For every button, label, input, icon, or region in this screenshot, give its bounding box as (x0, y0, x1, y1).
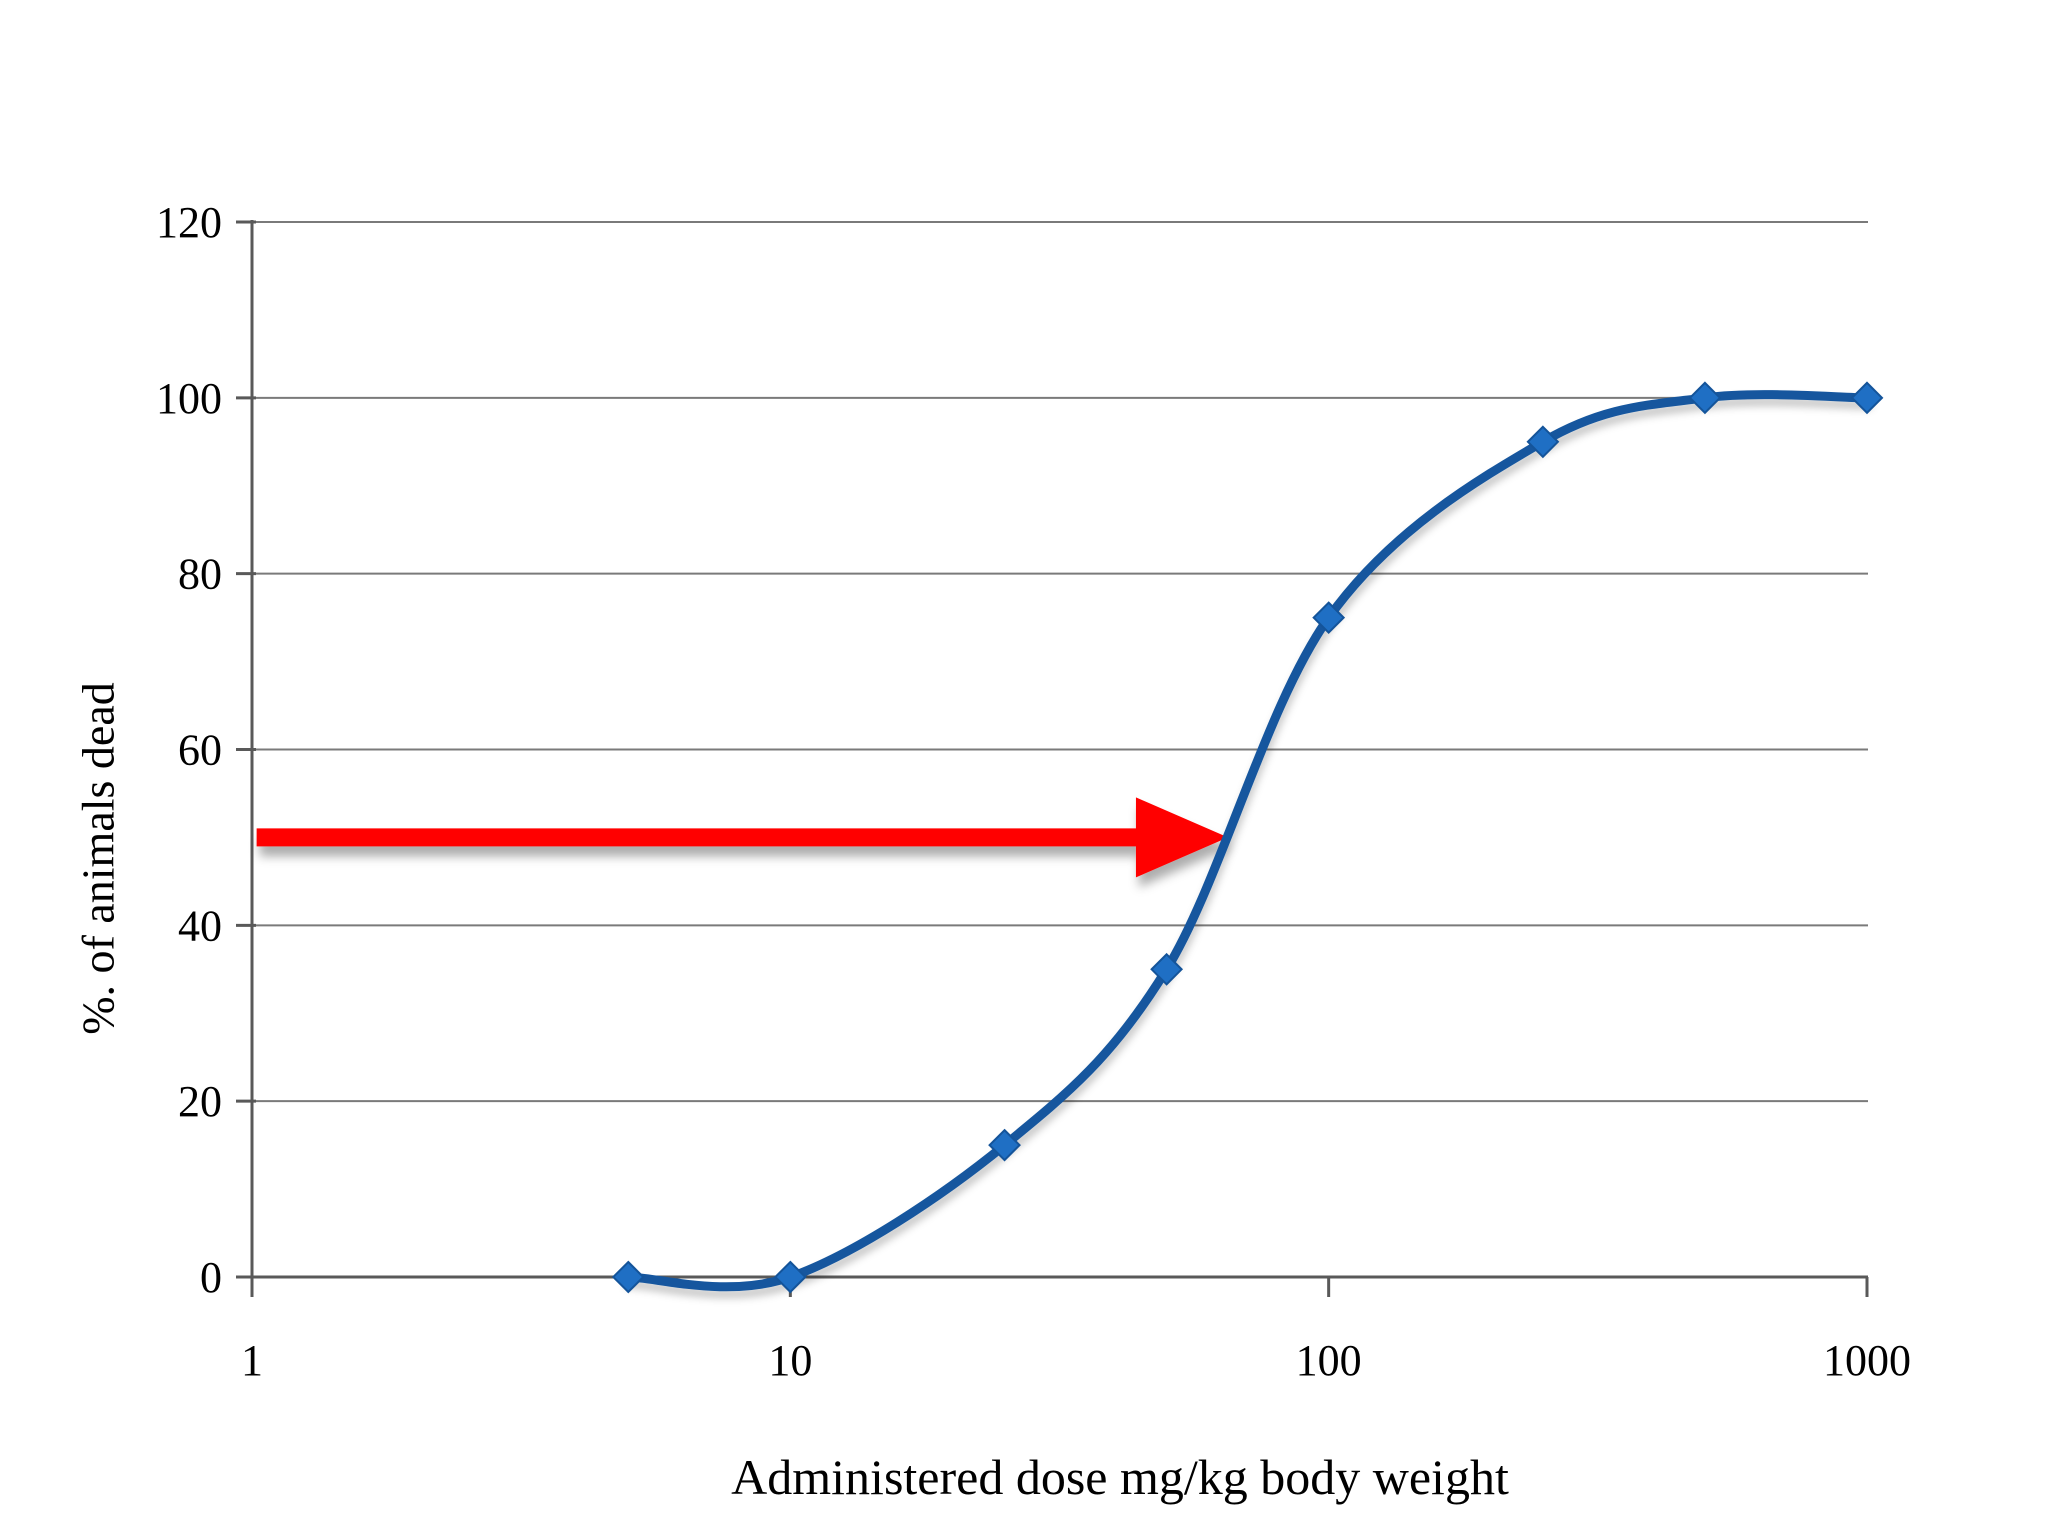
x-tick-label: 100 (1296, 1336, 1362, 1385)
data-point-marker (1688, 381, 1722, 415)
y-axis-title: %. of animals dead (72, 682, 124, 1035)
data-point-marker (1312, 601, 1346, 635)
x-tick-label: 1 (241, 1336, 263, 1385)
x-axis-title: Administered dose mg/kg body weight (731, 1449, 1509, 1505)
data-point-marker (988, 1128, 1021, 1162)
y-tick-label: 0 (200, 1253, 222, 1302)
y-tick-label: 80 (178, 550, 222, 599)
data-point-marker (1526, 425, 1560, 459)
ld50-arrow (256, 797, 1228, 878)
y-tick-label: 60 (178, 726, 222, 775)
y-tick-label: 120 (156, 198, 222, 247)
data-point-marker (773, 1260, 807, 1294)
data-point-marker (1850, 381, 1884, 415)
y-tick-label: 100 (156, 374, 222, 423)
x-tick-label: 10 (768, 1336, 812, 1385)
x-tick-label: 1000 (1823, 1336, 1911, 1385)
data-point-marker (611, 1260, 645, 1294)
data-point-marker (1150, 952, 1184, 986)
y-tick-label: 40 (178, 901, 222, 950)
y-tick-label: 20 (178, 1077, 222, 1126)
dose-response-curve (623, 390, 1872, 1292)
